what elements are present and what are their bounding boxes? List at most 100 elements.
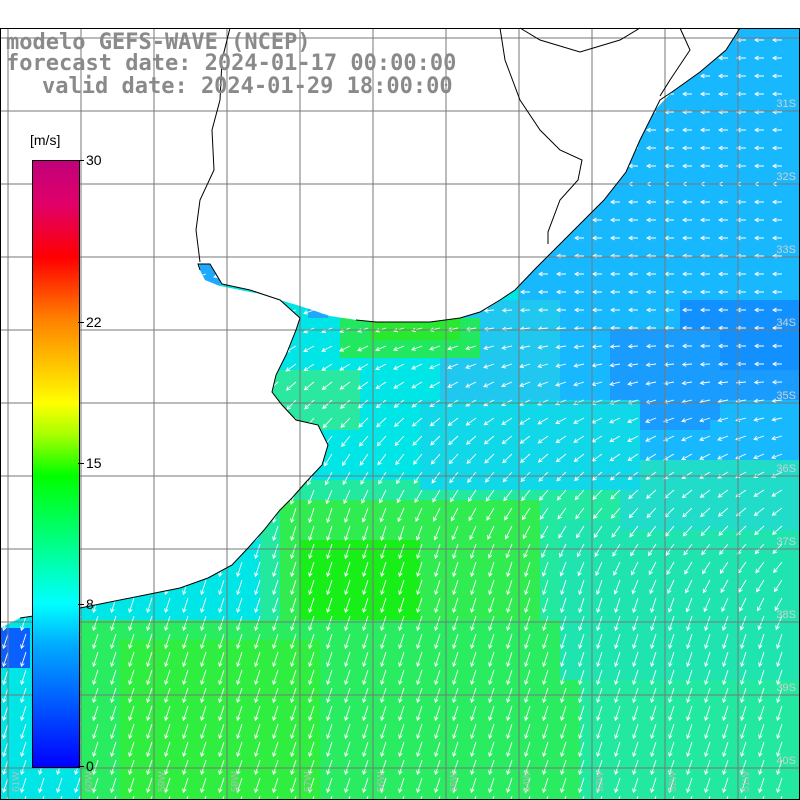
wind-arrow — [506, 705, 513, 722]
wind-arrow — [632, 777, 639, 794]
wind-arrow — [200, 597, 207, 614]
wind-arrow — [195, 309, 207, 316]
wind-arrow — [142, 127, 152, 133]
wind-arrow — [249, 363, 261, 373]
wind-arrow — [268, 399, 279, 411]
wind-arrow — [610, 235, 620, 241]
wind-arrow — [286, 145, 296, 151]
wind-arrow — [628, 37, 638, 43]
wind-arrow — [537, 417, 549, 425]
latitude-label: 39S — [776, 682, 796, 694]
wind-arrow — [483, 381, 495, 388]
wind-arrow — [411, 290, 423, 295]
wind-arrow — [754, 163, 764, 169]
wind-arrow — [322, 399, 333, 410]
wind-arrow — [250, 127, 260, 133]
latitude-label: 35S — [776, 390, 796, 402]
wind-arrow — [537, 344, 549, 350]
wind-arrow — [164, 471, 171, 488]
wind-arrow — [610, 217, 620, 223]
wind-arrow — [772, 37, 782, 43]
wind-arrow — [646, 127, 656, 133]
wind-arrow — [304, 217, 314, 223]
wind-arrow — [92, 525, 99, 542]
wind-arrow — [719, 561, 729, 575]
wind-arrow — [380, 651, 387, 668]
wind-arrow — [470, 795, 477, 800]
wind-arrow — [218, 723, 225, 740]
wind-arrow — [415, 525, 423, 541]
wind-arrow — [627, 344, 639, 349]
wind-arrow — [178, 127, 188, 133]
wind-arrow — [290, 741, 297, 758]
wind-arrow — [70, 127, 80, 133]
wind-arrow — [398, 561, 405, 578]
wind-arrow — [2, 489, 9, 506]
wind-arrow — [686, 615, 693, 632]
wind-arrow — [484, 453, 495, 464]
wind-arrow — [753, 417, 765, 422]
wind-arrow — [429, 381, 441, 389]
wind-arrow — [484, 55, 494, 61]
wind-arrow — [630, 561, 639, 576]
wind-arrow — [200, 777, 207, 794]
wind-arrow — [159, 291, 171, 298]
wind-arrow — [483, 363, 495, 369]
wind-arrow — [700, 145, 710, 151]
wind-arrow — [200, 795, 207, 800]
wind-arrow — [448, 145, 458, 151]
wind-arrow — [128, 543, 135, 560]
wind-arrow — [321, 363, 333, 371]
wind-arrow — [92, 615, 99, 632]
wind-arrow — [250, 399, 261, 411]
wind-arrow — [339, 309, 351, 315]
wind-arrow — [110, 705, 117, 722]
wind-arrow — [308, 633, 315, 650]
wind-arrow — [358, 37, 368, 43]
wind-arrow — [105, 327, 117, 337]
wind-arrow — [380, 525, 387, 542]
wind-arrow — [200, 615, 207, 632]
wind-arrow — [560, 669, 567, 686]
wind-arrow — [287, 417, 297, 429]
wind-arrow — [668, 723, 675, 740]
wind-arrow — [717, 489, 729, 498]
wind-arrow — [146, 561, 153, 578]
wind-arrow — [542, 777, 549, 794]
wind-arrow — [20, 417, 27, 434]
wind-arrow — [667, 597, 675, 613]
wind-arrow — [362, 561, 369, 578]
wind-arrow — [362, 723, 369, 740]
wind-arrow — [195, 217, 207, 223]
wind-arrow — [699, 361, 711, 367]
wind-arrow — [128, 525, 135, 542]
wind-arrow — [740, 651, 747, 668]
wind-arrow — [484, 289, 494, 295]
wind-arrow — [593, 525, 603, 539]
wind-arrow — [394, 199, 404, 205]
wind-arrow — [159, 273, 171, 279]
wind-arrow — [375, 363, 387, 370]
wind-arrow — [465, 381, 477, 388]
wind-arrow — [627, 417, 639, 424]
wind-arrow — [20, 525, 27, 542]
wind-arrow — [573, 344, 585, 350]
wind-arrow — [682, 525, 693, 537]
wind-arrow — [19, 399, 27, 415]
wind-arrow — [128, 705, 135, 722]
wind-arrow — [718, 343, 728, 349]
wind-arrow — [699, 489, 711, 498]
wind-arrow — [322, 163, 332, 169]
wind-arrow — [470, 705, 477, 722]
wind-arrow — [610, 289, 620, 295]
wind-arrow — [506, 615, 513, 632]
latitude-label: 34S — [776, 317, 796, 329]
wind-arrow — [250, 199, 260, 205]
wind-arrow — [308, 615, 315, 632]
wind-arrow — [609, 362, 621, 368]
wind-arrow — [465, 363, 477, 369]
wind-arrow — [290, 705, 297, 722]
wind-arrow — [254, 561, 261, 578]
wind-arrow — [700, 163, 710, 169]
